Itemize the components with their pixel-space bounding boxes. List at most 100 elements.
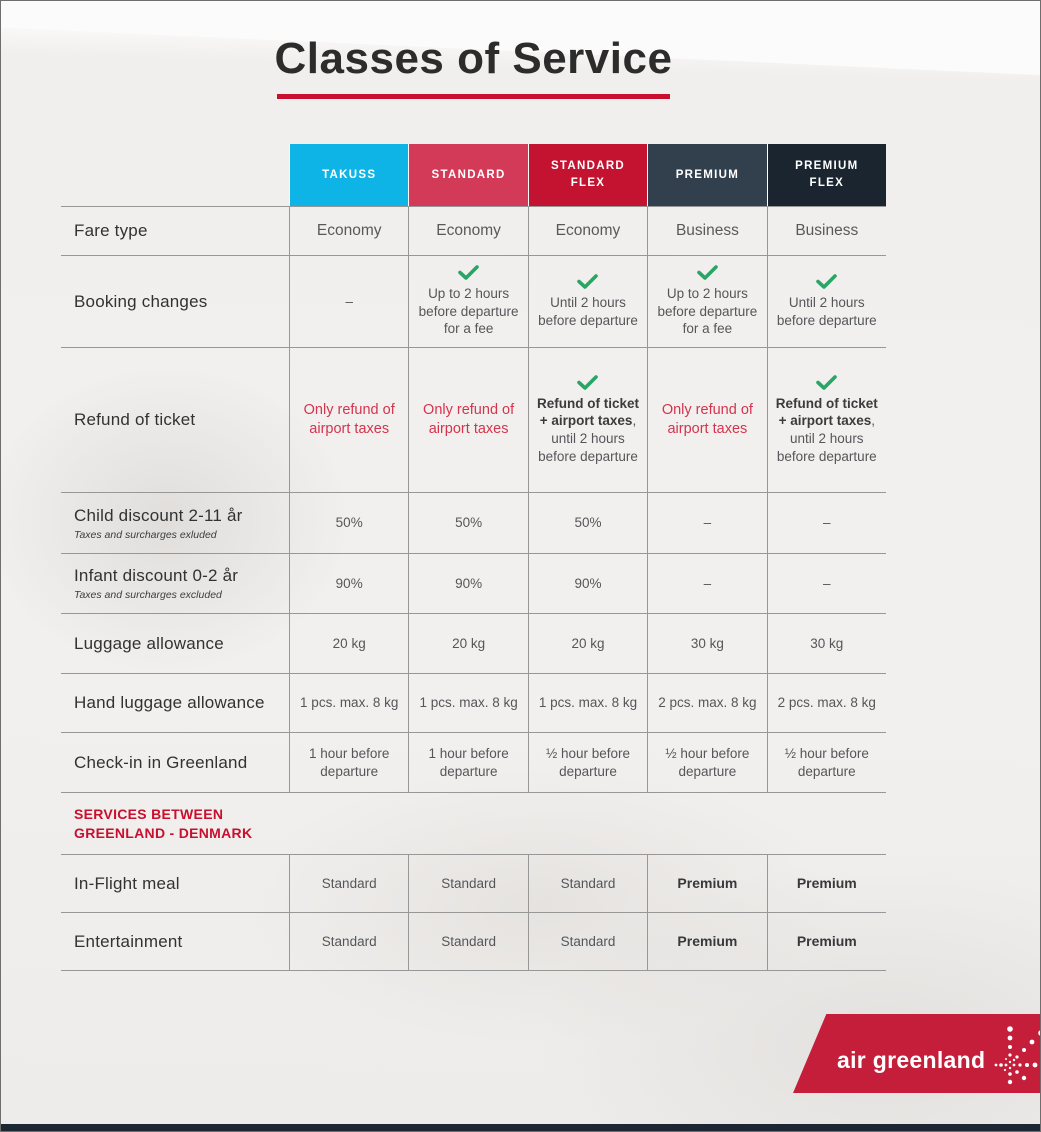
cell-text: ½ hour before departure (665, 745, 750, 779)
cell-text: – (823, 515, 831, 531)
section-header-line: SERVICES BETWEEN (74, 805, 224, 822)
row-label: Refund of ticket (74, 410, 196, 429)
cell-text: Standard (441, 933, 496, 949)
value-cell: – (647, 493, 766, 553)
cell-text: 2 pcs. max. 8 kg (658, 695, 757, 711)
cell-text: Up to 2 hours before departure for a fee (657, 286, 758, 337)
page-title: Classes of Service (274, 34, 673, 83)
value-cell: Premium (647, 913, 766, 970)
value-cell: 1 hour before departure (408, 733, 527, 792)
value-cell: 90% (408, 554, 527, 613)
table-row: Luggage allowance 20 kg 20 kg 20 kg 30 kg 30 … (61, 614, 886, 674)
cell-text: Standard (560, 875, 616, 891)
value-cell: Business (647, 207, 766, 255)
value-cell: 20 kg (527, 614, 647, 673)
table-row: Check-in in Greenland 1 hour before depar… (61, 733, 886, 793)
checkmark-icon (577, 274, 599, 289)
row-label-note: Taxes and surcharges exluded (74, 528, 217, 541)
cell-text-rest: , until 2 hours before departure (776, 413, 877, 464)
column-header-takuss: TAKUSS (289, 144, 409, 206)
row-label: In-Flight meal (74, 873, 180, 893)
cell-text: Premium (677, 933, 738, 950)
cell-text: Up to 2 hours before departure for a fee (418, 286, 519, 337)
cell-text: 1 pcs. max. 8 kg (538, 695, 638, 711)
title-block: Classes of Service (61, 34, 886, 99)
value-cell: 1 pcs. max. 8 kg (408, 674, 527, 732)
row-label-cell: Entertainment (61, 913, 289, 970)
cell-text: – (823, 575, 831, 591)
row-label-cell: Check-in in Greenland (61, 733, 289, 792)
value-cell: 20 kg (408, 614, 527, 673)
table-body: Fare type Economy Economy Economy Business Bu… (61, 206, 886, 971)
value-cell: 1 hour before departure (289, 733, 408, 792)
cell-text: Economy (555, 221, 621, 239)
value-cell: Standard (408, 855, 527, 912)
cell-text: 20 kg (452, 635, 486, 651)
value-cell: Up to 2 hours before departure for a fee (647, 256, 766, 347)
value-cell: Premium (766, 913, 886, 970)
cell-text: Premium (796, 933, 857, 950)
value-cell: Premium (766, 855, 886, 912)
table-header-row: TAKUSS STANDARD STANDARD FLEX PREMIUM PREMIU… (61, 144, 886, 206)
value-cell: Standard (289, 855, 408, 912)
checkmark-icon (458, 265, 479, 280)
section-header-line: GREENLAND - DENMARK (74, 824, 253, 841)
brand-name: air greenland (837, 1047, 986, 1073)
value-cell: ½ hour before departure (527, 733, 647, 792)
table-row: Refund of ticket Only refund of airport t… (61, 348, 886, 493)
cell-text: ½ hour before departure (784, 745, 869, 779)
value-cell: Until 2 hours before departure (766, 256, 886, 347)
cell-text: 50% (335, 515, 363, 531)
cell-text: 1 pcs. max. 8 kg (419, 695, 518, 711)
column-header-standard: STANDARD (408, 144, 528, 206)
row-label-cell: Child discount 2-11 år Taxes and surcharg… (61, 493, 289, 553)
cell-text: Standard (321, 933, 377, 949)
cell-text: Standard (441, 875, 496, 891)
value-cell: Business (766, 207, 886, 255)
table-row: In-Flight meal Standard Standard Standard Pr… (61, 854, 886, 913)
row-label-cell: Infant discount 0-2 år Taxes and surcharg… (61, 554, 289, 613)
table-row: Child discount 2-11 år Taxes and surcharg… (61, 493, 886, 554)
value-cell: Refund of ticket + airport taxes, until … (527, 348, 647, 492)
checkmark-icon (577, 375, 599, 390)
cell-text: 30 kg (690, 635, 724, 651)
cell-text: 30 kg (810, 635, 844, 651)
cell-text: Business (675, 221, 739, 239)
cell-text-bold: Refund of ticket + airport taxes (775, 395, 878, 429)
value-cell: 30 kg (766, 614, 886, 673)
value-cell: Standard (527, 855, 647, 912)
row-label: Check-in in Greenland (74, 752, 248, 772)
row-label: Infant discount 0-2 år (74, 566, 239, 585)
cell-text: Premium (796, 875, 857, 892)
cell-text: 90% (335, 575, 363, 591)
value-cell: 30 kg (647, 614, 766, 673)
cell-text: – (703, 575, 712, 591)
value-cell: Only refund of airport taxes (647, 348, 766, 492)
row-label: Fare type (74, 221, 148, 240)
sunburst-dots-icon (994, 1025, 1040, 1084)
air-greenland-logo: air greenland (793, 1014, 1040, 1093)
row-label: Luggage allowance (74, 633, 224, 653)
cell-text: Until 2 hours before departure (538, 294, 638, 328)
column-header-premium: PREMIUM (647, 144, 767, 206)
table-row: Entertainment Standard Standard Standard Pre… (61, 913, 886, 971)
cell-text: 90% (574, 575, 602, 591)
checkmark-icon (697, 265, 718, 280)
cell-text: 50% (455, 515, 483, 531)
row-label-cell: Refund of ticket (61, 348, 289, 492)
table-row: SERVICES BETWEEN GREENLAND - DENMARK (61, 793, 886, 854)
value-cell: Until 2 hours before departure (527, 256, 647, 347)
cell-text: 1 hour before departure (428, 745, 509, 779)
cell-text: 2 pcs. max. 8 kg (777, 695, 876, 711)
column-header-standard-flex: STANDARD FLEX (527, 144, 648, 206)
value-cell: 90% (527, 554, 647, 613)
value-cell: 1 pcs. max. 8 kg (527, 674, 647, 732)
value-cell: 50% (289, 493, 408, 553)
value-cell: 50% (527, 493, 647, 553)
section-header-services: SERVICES BETWEEN GREENLAND - DENMARK (61, 793, 886, 854)
column-header-premium-flex: PREMIUM FLEX (766, 144, 886, 206)
cell-text: Standard (560, 933, 616, 949)
value-cell: Standard (289, 913, 408, 970)
cell-text: Only refund of airport taxes (423, 402, 515, 437)
value-cell: 2 pcs. max. 8 kg (766, 674, 886, 732)
